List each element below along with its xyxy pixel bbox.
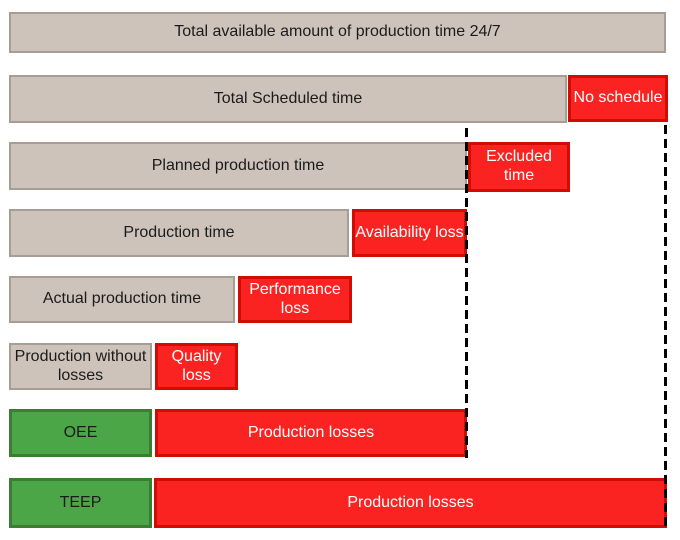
bar-actual-production: Actual production time	[9, 276, 235, 323]
loss-teep-production-losses-label: Production losses	[347, 493, 474, 511]
bar-total-available-label: Total available amount of production tim…	[174, 23, 501, 41]
bar-actual-production-label: Actual production time	[42, 290, 202, 308]
loss-oee-production-losses-label: Production losses	[247, 423, 375, 441]
dashed-line-planned-boundary	[465, 128, 468, 458]
bar-production-without-losses-label: Production without losses	[14, 347, 147, 384]
bar-total-available: Total available amount of production tim…	[9, 12, 666, 53]
bar-production-time-label: Production time	[123, 223, 235, 241]
bar-oee-label: OEE	[63, 423, 98, 441]
loss-quality: Quality loss	[155, 343, 238, 390]
bar-production-time: Production time	[9, 209, 349, 257]
bar-total-scheduled: Total Scheduled time	[9, 75, 567, 123]
loss-no-schedule: No schedule	[568, 75, 668, 122]
bar-planned-production-label: Planned production time	[151, 156, 325, 174]
loss-performance-label: Performance loss	[249, 280, 341, 317]
loss-excluded-time: Excluded time	[468, 142, 570, 192]
loss-excluded-time-label: Excluded time	[486, 148, 552, 184]
loss-teep-production-losses: Production losses	[154, 478, 667, 528]
loss-oee-production-losses: Production losses	[155, 409, 467, 457]
dashed-line-total-boundary	[664, 125, 667, 529]
loss-no-schedule-label: No schedule	[573, 89, 663, 107]
loss-quality-label: Quality loss	[171, 347, 222, 384]
bar-teep: TEEP	[9, 478, 152, 528]
bar-planned-production: Planned production time	[9, 142, 467, 190]
bar-total-scheduled-label: Total Scheduled time	[213, 89, 363, 107]
bar-teep-label: TEEP	[59, 493, 102, 511]
loss-availability-label: Availability loss	[355, 223, 464, 241]
bar-production-without-losses: Production without losses	[9, 343, 152, 390]
loss-performance: Performance loss	[238, 276, 352, 323]
loss-availability: Availability loss	[352, 209, 467, 257]
bar-oee: OEE	[9, 409, 152, 457]
